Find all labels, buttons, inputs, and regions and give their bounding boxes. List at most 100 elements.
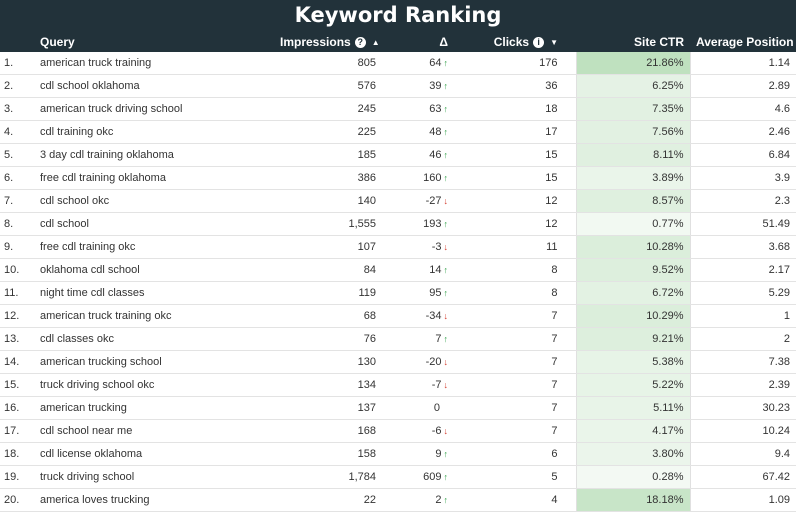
average-position-header[interactable]: Average Position — [690, 31, 796, 52]
impressions-cell-value: 137 — [357, 402, 376, 414]
average-position-cell: 2.17 — [690, 258, 796, 282]
arrow-up-icon: ↑ — [443, 334, 449, 344]
query-cell-value: cdl training okc — [40, 126, 114, 138]
table-row[interactable]: 2. cdl school oklahoma 576 39 ↑ 36 6.25% 2.89 — [0, 74, 796, 98]
arrow-up-icon: ↑ — [443, 81, 449, 91]
table-row[interactable]: 19. truck driving school 1,784 609 ↑ 5 0.28% 67… — [0, 465, 796, 489]
site-ctr-cell: 5.22% — [575, 373, 691, 397]
impressions-header-label: Impressions — [280, 34, 351, 49]
delta-cell: 193 ↑ — [382, 212, 454, 236]
delta-cell-value: 2 — [435, 494, 442, 506]
delta-cell: 64 ↑ — [382, 52, 454, 75]
site-ctr-cell-value: 9.21% — [652, 333, 684, 345]
arrow-up-icon: ↑ — [443, 127, 449, 137]
row-index-value: 18. — [4, 448, 20, 460]
table-body: 1. american truck training 805 64 ↑ 176 21.86%… — [0, 52, 796, 512]
average-position-cell-value: 1.14 — [768, 57, 790, 69]
impressions-cell-value: 158 — [357, 448, 376, 460]
impressions-cell-value: 84 — [363, 264, 376, 276]
average-position-cell: 2 — [690, 327, 796, 351]
average-position-cell-value: 1.09 — [768, 494, 790, 506]
delta-header[interactable]: Δ — [382, 31, 454, 52]
site-ctr-cell: 21.86% — [575, 52, 691, 75]
table-row[interactable]: 16. american trucking 137 0 7 5.11% 30.23 — [0, 396, 796, 420]
query-cell-value: america loves trucking — [40, 494, 150, 506]
caret-down-icon[interactable]: ▼ — [550, 37, 558, 47]
row-index-value: 9. — [4, 241, 14, 253]
clicks-cell: 36 — [454, 74, 576, 98]
row-index-value: 16. — [4, 402, 20, 414]
table-row[interactable]: 7. cdl school okc 140 -27 ↓ 12 8.57% 2.3 — [0, 189, 796, 213]
table-row[interactable]: 8. cdl school 1,555 193 ↑ 12 0.77% 51.49 — [0, 212, 796, 236]
arrow-up-icon: ↑ — [443, 219, 449, 229]
site-ctr-header[interactable]: Site CTR — [576, 31, 690, 52]
row-index-value: 5. — [4, 149, 14, 161]
table-row[interactable]: 11. night time cdl classes 119 95 ↑ 8 6.72% 5.2… — [0, 281, 796, 305]
delta-cell-value: 63 — [429, 103, 442, 115]
impressions-cell-value: 576 — [357, 80, 376, 92]
report-title: Keyword Ranking — [0, 0, 796, 31]
average-position-cell: 2.46 — [690, 120, 796, 144]
row-index-value: 12. — [4, 310, 20, 322]
table-row[interactable]: 12. american truck training okc 68 -34 ↓ 7 10.… — [0, 304, 796, 328]
table-row[interactable]: 20. america loves trucking 22 2 ↑ 4 18.18% 1.09 — [0, 488, 796, 512]
query-cell-value: cdl school near me — [40, 425, 133, 437]
table-row[interactable]: 14. american trucking school 130 -20 ↓ 7 5.38%… — [0, 350, 796, 374]
delta-cell-value: 14 — [429, 264, 442, 276]
row-index: 7. — [0, 189, 34, 213]
query-cell: american truck training — [34, 52, 274, 75]
row-index: 12. — [0, 304, 34, 328]
query-cell: american truck training okc — [34, 304, 274, 328]
delta-cell: -7 ↓ — [382, 373, 454, 397]
clicks-cell-value: 8 — [551, 287, 558, 299]
delta-cell-value: -20 — [425, 356, 442, 368]
table-row[interactable]: 4. cdl training okc 225 48 ↑ 17 7.56% 2.46 — [0, 120, 796, 144]
delta-cell: -34 ↓ — [382, 304, 454, 328]
average-position-cell-value: 3.9 — [774, 172, 790, 184]
impressions-cell-value: 68 — [363, 310, 376, 322]
impressions-cell: 168 — [274, 419, 382, 443]
clicks-cell-value: 4 — [551, 494, 558, 506]
query-cell: cdl school near me — [34, 419, 274, 443]
table-row[interactable]: 9. free cdl training okc 107 -3 ↓ 11 10.28% 3.6… — [0, 235, 796, 259]
clicks-cell: 7 — [454, 327, 576, 351]
row-index-value: 11. — [4, 287, 19, 299]
table-row[interactable]: 1. american truck training 805 64 ↑ 176 21.86%… — [0, 52, 796, 75]
average-position-cell: 2.39 — [690, 373, 796, 397]
query-cell: oklahoma cdl school — [34, 258, 274, 282]
clicks-cell-value: 15 — [545, 172, 558, 184]
question-circle-icon[interactable]: i — [533, 36, 545, 48]
query-cell-value: cdl school okc — [40, 195, 110, 207]
table-header-row: Query Impressions? ▲ Δ Clicks i ▼ Site CTR … — [0, 31, 796, 52]
impressions-header[interactable]: Impressions? ▲ — [274, 31, 382, 52]
clicks-header[interactable]: Clicks i ▼ — [454, 31, 576, 52]
impressions-cell: 386 — [274, 166, 382, 190]
site-ctr-cell: 0.28% — [575, 465, 691, 489]
arrow-up-icon: ↑ — [443, 104, 449, 114]
table-row[interactable]: 17. cdl school near me 168 -6 ↓ 7 4.17% 10.24 — [0, 419, 796, 443]
table-row[interactable]: 10. oklahoma cdl school 84 14 ↑ 8 9.52% 2.17 — [0, 258, 796, 282]
clicks-cell: 6 — [454, 442, 576, 466]
clicks-cell: 15 — [454, 166, 576, 190]
site-ctr-cell-value: 9.52% — [652, 264, 684, 276]
arrow-up-icon: ↑ — [443, 58, 449, 68]
site-ctr-cell-value: 21.86% — [646, 57, 684, 69]
table-row[interactable]: 15. truck driving school okc 134 -7 ↓ 7 5.22% 2… — [0, 373, 796, 397]
row-index: 8. — [0, 212, 34, 236]
delta-cell: 48 ↑ — [382, 120, 454, 144]
question-circle-icon[interactable]: ? — [354, 36, 366, 48]
table-row[interactable]: 5. 3 day cdl training oklahoma 185 46 ↑ 15 8.1… — [0, 143, 796, 167]
query-header[interactable]: Query — [34, 31, 274, 52]
impressions-cell: 805 — [274, 52, 382, 75]
clicks-cell-value: 7 — [551, 333, 558, 345]
table-row[interactable]: 18. cdl license oklahoma 158 9 ↑ 6 3.80% 9.4 — [0, 442, 796, 466]
table-row[interactable]: 3. american truck driving school 245 63 ↑ 18 7… — [0, 97, 796, 121]
delta-cell: 609 ↑ — [382, 465, 454, 489]
caret-up-icon[interactable]: ▲ — [371, 37, 380, 47]
table-row[interactable]: 6. free cdl training oklahoma 386 160 ↑ 15 3.8… — [0, 166, 796, 190]
row-index-value: 3. — [4, 103, 14, 115]
impressions-cell: 245 — [274, 97, 382, 121]
impressions-cell-value: 185 — [357, 149, 376, 161]
arrow-down-icon: ↓ — [443, 426, 449, 436]
table-row[interactable]: 13. cdl classes okc 76 7 ↑ 7 9.21% 2 — [0, 327, 796, 351]
